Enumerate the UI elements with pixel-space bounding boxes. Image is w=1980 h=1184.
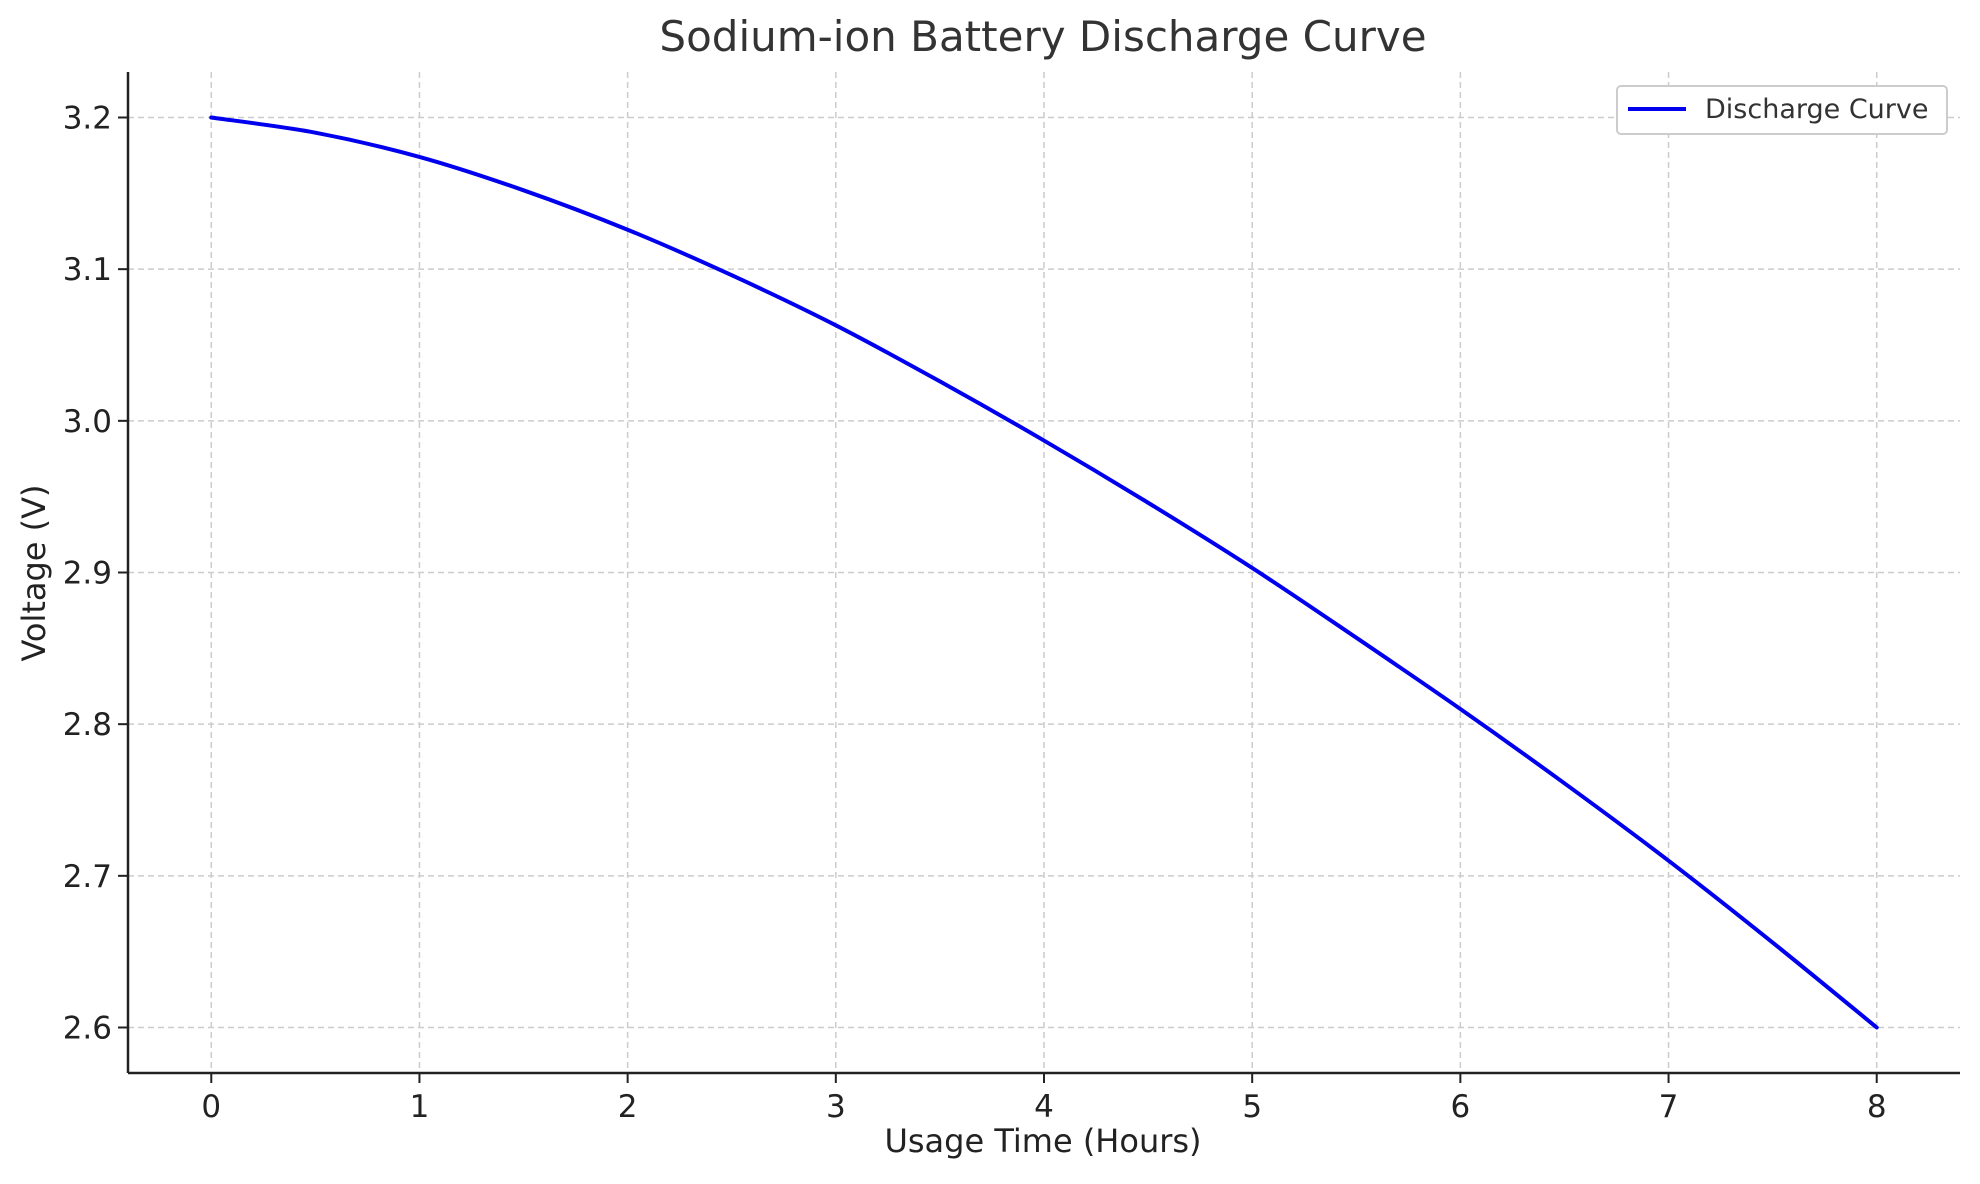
series-lines [209, 115, 1879, 1030]
x-tick-label: 8 [1867, 1089, 1887, 1125]
legend-box [1616, 85, 1948, 135]
axis-ticks: 0 1 2 3 4 5 6 7 8 2.6 2.7 2.8 2.9 3.0 3.1 3.2 [63, 101, 1887, 1126]
y-tick-label: 2.8 [63, 707, 112, 743]
x-tick-label: 7 [1659, 1089, 1679, 1125]
x-tick-label: 3 [826, 1089, 846, 1125]
grid-lines [128, 72, 1960, 1073]
y-axis-label: Voltage (V) [15, 484, 53, 661]
x-axis-label: Usage Time (Hours) [884, 1122, 1201, 1160]
x-tick-label: 0 [201, 1089, 221, 1125]
x-tick-label: 6 [1450, 1089, 1470, 1125]
y-tick-label: 3.1 [63, 252, 112, 288]
series-line-discharge-curve [209, 115, 1879, 1030]
x-tick-label: 4 [1034, 1089, 1054, 1125]
chart-title: Sodium-ion Battery Discharge Curve [659, 12, 1426, 61]
legend-label-discharge-curve: Discharge Curve [1705, 94, 1928, 125]
y-tick-label: 3.0 [63, 404, 112, 440]
legend: Discharge Curve [1616, 85, 1948, 135]
x-tick-label: 1 [410, 1089, 430, 1125]
y-tick-label: 2.9 [63, 556, 112, 592]
y-tick-label: 2.7 [63, 859, 112, 895]
x-tick-label: 5 [1242, 1089, 1262, 1125]
y-tick-label: 2.6 [63, 1011, 112, 1047]
y-tick-label: 3.2 [63, 101, 112, 137]
x-tick-label: 2 [618, 1089, 638, 1125]
